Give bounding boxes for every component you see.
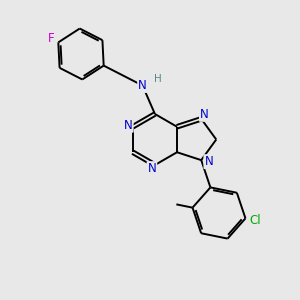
Text: F: F xyxy=(47,32,54,45)
Text: N: N xyxy=(200,108,208,121)
Text: N: N xyxy=(148,162,156,175)
Text: Cl: Cl xyxy=(249,214,261,227)
Text: N: N xyxy=(124,119,133,132)
Text: N: N xyxy=(204,155,213,168)
Text: H: H xyxy=(154,74,161,85)
Text: N: N xyxy=(138,79,147,92)
